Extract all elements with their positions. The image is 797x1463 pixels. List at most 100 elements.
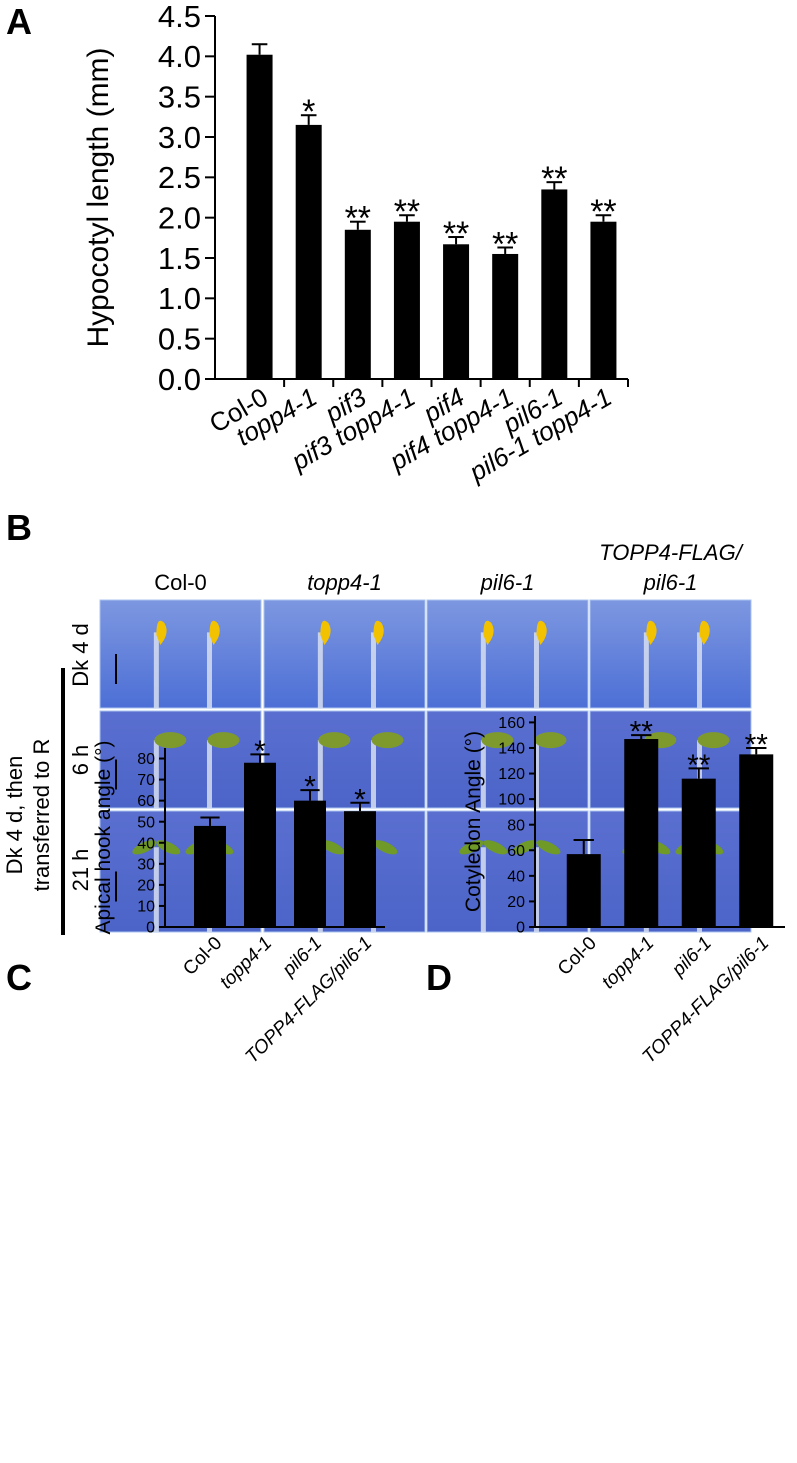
bar (246, 54, 273, 379)
photo (263, 710, 426, 809)
error-bar (448, 236, 464, 245)
significance-mark: * (254, 735, 266, 768)
error-bar (350, 220, 366, 230)
significance-mark: ** (590, 193, 616, 231)
y-tick-label: 20 (137, 877, 155, 894)
cotyledon (154, 732, 187, 749)
bar (681, 778, 716, 927)
y-tick-label: 4.0 (158, 39, 201, 74)
y-tick-label: 0 (146, 920, 155, 937)
bar (443, 244, 470, 379)
photo (426, 710, 589, 809)
column-label: pil6-1 (643, 570, 698, 595)
y-tick-label: 160 (498, 715, 525, 732)
bar (194, 825, 226, 927)
y-tick-label: 10 (137, 899, 155, 916)
cotyledon (459, 840, 484, 855)
x-tick-label: Col-0 (179, 933, 226, 980)
y-axis-title: Hypocotyl length (mm) (82, 47, 115, 347)
error-bar (200, 816, 220, 826)
bar (244, 762, 276, 927)
cotyledon (536, 620, 547, 645)
y-tick-label: 2.5 (158, 160, 201, 195)
y-tick-label: 140 (498, 741, 525, 758)
photo (426, 810, 589, 933)
bar (590, 221, 617, 379)
y-tick-label: 40 (137, 835, 155, 852)
panel-letter: D (426, 957, 452, 998)
cotyledon (320, 840, 345, 855)
y-tick-label: 80 (137, 751, 155, 768)
bar (624, 739, 659, 927)
bar (393, 221, 420, 379)
significance-mark: ** (345, 200, 371, 238)
error-bar (251, 43, 268, 55)
cotyledon (534, 732, 567, 749)
y-tick-label: 3.0 (158, 120, 201, 155)
y-tick-label: 1.5 (158, 241, 201, 276)
y-tick-label: 40 (507, 868, 525, 885)
error-bar (350, 801, 370, 812)
significance-mark: ** (443, 215, 469, 253)
error-bar (300, 789, 320, 801)
column-label: TOPP4-FLAG/ (599, 540, 744, 565)
photo (263, 599, 426, 709)
significance-mark: * (302, 93, 315, 131)
cotyledon (536, 840, 561, 855)
y-tick-label: 3.5 (158, 80, 201, 115)
photo (99, 710, 262, 809)
x-tick-label: topp4-1 (598, 933, 658, 993)
y-tick-label: 1.0 (158, 281, 201, 316)
cotyledon (373, 840, 398, 855)
significance-mark: ** (541, 160, 567, 198)
panel-letter: C (6, 957, 32, 998)
column-label: Col-0 (154, 570, 207, 595)
y-axis-title: Cotyledon Angle (°) (462, 731, 485, 912)
panel-letter: B (6, 507, 32, 548)
photo (426, 599, 589, 709)
row-label: Dk 4 d (68, 623, 93, 687)
y-tick-label: 120 (498, 766, 525, 783)
x-tick-label: topp4-1 (216, 933, 276, 993)
y-tick-label: 4.5 (158, 0, 201, 34)
cotyledon (371, 732, 404, 749)
row-group-label: Dk 4 d, then (2, 756, 27, 875)
cotyledon (481, 732, 514, 749)
cotyledon (697, 732, 730, 749)
cotyledon (156, 620, 167, 645)
significance-mark: ** (745, 728, 769, 761)
row-label: 6 h (68, 745, 93, 776)
photo (99, 599, 262, 709)
y-tick-label: 50 (137, 814, 155, 831)
significance-mark: ** (394, 193, 420, 231)
bar (344, 229, 371, 379)
y-tick-label: 60 (507, 843, 525, 860)
cotyledon (483, 620, 494, 645)
significance-mark: ** (687, 749, 711, 782)
photo (589, 710, 752, 809)
cotyledon (512, 840, 537, 855)
bar (294, 800, 326, 927)
cotyledon (207, 732, 240, 749)
y-tick-label: 0.0 (158, 362, 201, 397)
row-label: 21 h (68, 849, 93, 892)
bar (739, 754, 774, 927)
bar (295, 124, 322, 380)
cotyledon (483, 840, 508, 855)
photo (589, 810, 752, 933)
error-bar (688, 767, 709, 779)
error-bar (300, 114, 317, 125)
y-tick-label: 0.5 (158, 322, 201, 357)
bar (566, 854, 601, 927)
column-label: pil6-1 (480, 570, 535, 595)
error-bar (573, 839, 594, 855)
significance-mark: * (354, 783, 366, 816)
error-bar (399, 214, 415, 222)
x-tick-label: Col-0 (554, 933, 601, 980)
significance-mark: ** (630, 716, 654, 749)
cotyledon (646, 620, 657, 645)
y-tick-label: 80 (507, 817, 525, 834)
significance-mark: ** (492, 225, 518, 263)
photo (99, 810, 262, 933)
